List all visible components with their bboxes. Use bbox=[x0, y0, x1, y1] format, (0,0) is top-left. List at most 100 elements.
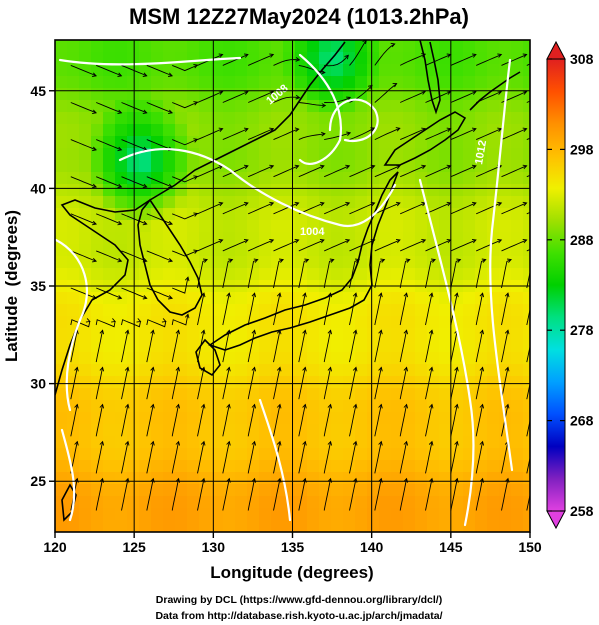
field-cell bbox=[139, 40, 152, 53]
field-cell bbox=[439, 364, 452, 377]
x-tick-label: 150 bbox=[518, 539, 542, 555]
field-cell bbox=[151, 268, 164, 281]
streamline bbox=[172, 175, 198, 183]
streamline-arrowhead bbox=[175, 440, 181, 446]
streamline bbox=[374, 478, 382, 511]
field-cell bbox=[379, 244, 392, 257]
field-cell bbox=[79, 376, 92, 389]
field-cell bbox=[55, 52, 68, 65]
field-cell bbox=[367, 364, 380, 377]
field-cell bbox=[523, 304, 530, 317]
field-cell bbox=[103, 40, 116, 53]
streamline-arrowhead bbox=[218, 127, 224, 133]
field-cell bbox=[211, 256, 224, 269]
field-cell bbox=[391, 100, 404, 113]
streamline-arrowhead bbox=[395, 164, 401, 170]
field-cell bbox=[355, 76, 368, 89]
field-cell bbox=[463, 196, 476, 209]
field-cell bbox=[511, 208, 524, 221]
streamline-arrowhead bbox=[111, 318, 116, 323]
field-cell bbox=[475, 76, 488, 89]
streamline-arrowhead bbox=[142, 109, 148, 115]
streamline-arrowhead bbox=[497, 201, 503, 207]
field-cell bbox=[307, 508, 320, 521]
field-cell bbox=[307, 124, 320, 137]
field-cell bbox=[175, 232, 188, 245]
streamline bbox=[400, 91, 426, 103]
field-cell bbox=[151, 100, 164, 113]
field-cell bbox=[271, 172, 284, 185]
field-cell bbox=[439, 352, 452, 365]
streamline bbox=[273, 165, 299, 178]
field-cell bbox=[211, 424, 224, 437]
field-cell bbox=[415, 508, 428, 521]
field-cell bbox=[439, 136, 452, 149]
field-cell bbox=[475, 412, 488, 425]
streamline bbox=[349, 239, 375, 252]
field-cell bbox=[259, 232, 272, 245]
field-cell bbox=[415, 520, 428, 532]
field-cell bbox=[319, 364, 332, 377]
field-cell bbox=[187, 76, 200, 89]
field-cell bbox=[307, 448, 320, 461]
field-cell bbox=[103, 136, 116, 149]
streamline-arrowhead bbox=[302, 329, 307, 335]
field-cell bbox=[163, 496, 176, 509]
field-cell bbox=[91, 328, 104, 341]
field-cell bbox=[175, 292, 188, 305]
field-cell bbox=[355, 172, 368, 185]
streamline-arrowhead bbox=[504, 403, 510, 409]
field-cell bbox=[523, 196, 530, 209]
field-cell bbox=[475, 316, 488, 329]
streamline bbox=[349, 293, 357, 326]
field-cell bbox=[175, 136, 188, 149]
field-cell bbox=[175, 196, 188, 209]
field-cell bbox=[79, 232, 92, 245]
field-cell bbox=[223, 208, 236, 221]
streamline-arrowhead bbox=[327, 292, 333, 298]
field-cell bbox=[331, 292, 344, 305]
field-cell bbox=[163, 400, 176, 413]
streamline bbox=[96, 287, 122, 299]
field-cell bbox=[379, 388, 392, 401]
field-cell bbox=[355, 484, 368, 497]
field-cell bbox=[331, 388, 344, 401]
field-cell bbox=[355, 316, 368, 329]
x-tick-label: 120 bbox=[43, 539, 67, 555]
field-cell bbox=[139, 520, 152, 532]
field-cell bbox=[115, 496, 128, 509]
field-cell bbox=[343, 40, 356, 53]
coastlines bbox=[55, 40, 521, 522]
streamline bbox=[324, 132, 351, 141]
field-cell bbox=[175, 484, 188, 497]
field-cell bbox=[139, 328, 152, 341]
field-cell bbox=[355, 100, 368, 113]
field-cell bbox=[103, 424, 116, 437]
streamline-arrowhead bbox=[124, 403, 130, 409]
field-cell bbox=[79, 184, 92, 197]
streamline bbox=[475, 404, 484, 437]
field-cell bbox=[463, 160, 476, 173]
field-cell bbox=[451, 64, 464, 77]
field-cell bbox=[511, 508, 524, 521]
field-cell bbox=[343, 424, 356, 437]
field-cell bbox=[223, 376, 236, 389]
field-cell bbox=[367, 328, 380, 341]
field-cell bbox=[223, 508, 236, 521]
streamline bbox=[501, 128, 527, 141]
field-cell bbox=[235, 124, 248, 137]
streamline bbox=[425, 128, 451, 141]
field-cell bbox=[151, 64, 164, 77]
field-cell bbox=[415, 268, 428, 281]
field-cell bbox=[67, 292, 80, 305]
field-cell bbox=[451, 88, 464, 101]
field-cell bbox=[211, 520, 224, 532]
field-cell bbox=[307, 328, 320, 341]
streamline bbox=[222, 330, 230, 363]
field-cell bbox=[163, 232, 176, 245]
field-cell bbox=[307, 232, 320, 245]
streamline-arrowhead bbox=[269, 127, 275, 133]
streamline bbox=[476, 202, 502, 215]
field-cell bbox=[451, 100, 464, 113]
